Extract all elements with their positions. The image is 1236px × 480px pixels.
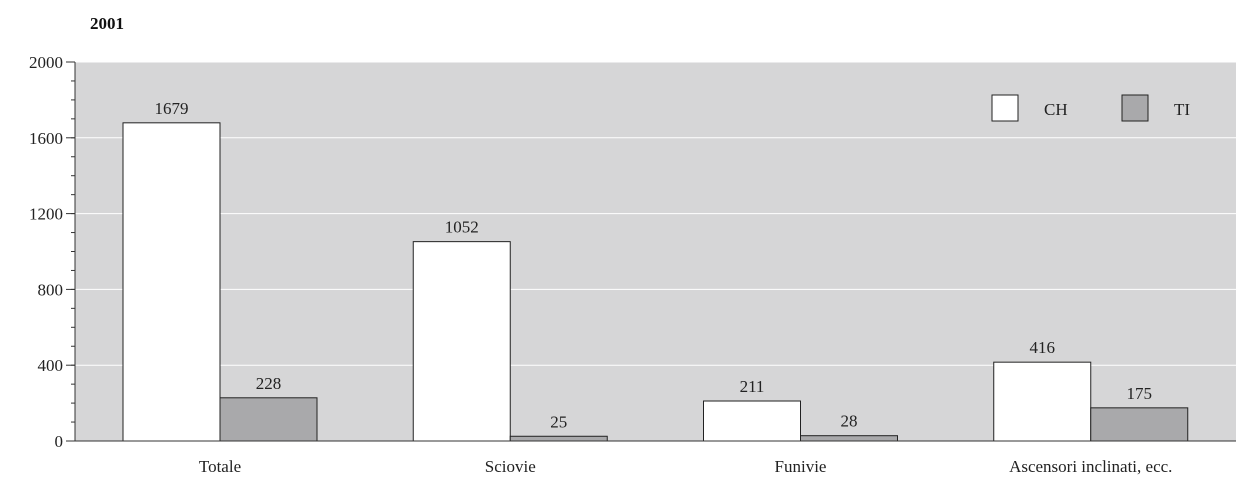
- bar-value-label: 25: [550, 412, 567, 431]
- legend-label-ch: CH: [1044, 100, 1068, 119]
- y-tick-label: 400: [38, 356, 64, 375]
- bar-value-label: 1679: [155, 99, 189, 118]
- y-tick-label: 0: [55, 432, 64, 451]
- category-label: Sciovie: [485, 457, 536, 476]
- bar-value-label: 175: [1127, 384, 1153, 403]
- category-label: Ascensori inclinati, ecc.: [1009, 457, 1172, 476]
- bar-ti: [800, 435, 898, 442]
- legend-label-ti: TI: [1174, 100, 1190, 119]
- bar-ch: [993, 361, 1092, 442]
- bars: [122, 122, 1189, 442]
- bar-value-label: 228: [256, 374, 282, 393]
- bar-value-label: 1052: [445, 218, 479, 237]
- bar-value-label: 28: [841, 412, 858, 431]
- bar-ch: [122, 122, 221, 442]
- bar-value-label: 211: [740, 377, 765, 396]
- y-tick-label: 2000: [29, 53, 63, 72]
- legend-swatch-ti: [1121, 94, 1149, 122]
- category-label: Funivie: [775, 457, 827, 476]
- y-tick-label: 800: [38, 280, 64, 299]
- labels: 1679 228 Totale 1052 25 Sciovie 211 28 Funivie 41…: [155, 99, 1173, 476]
- y-axis: 0 400 800 1200 1600 2000: [29, 53, 1236, 451]
- chart-title: 2001: [90, 14, 124, 33]
- y-tick-label: 1200: [29, 205, 63, 224]
- legend-swatch-ch: [991, 94, 1019, 122]
- legend: CH TI: [991, 94, 1190, 122]
- category-label: Totale: [199, 457, 241, 476]
- bar-ti: [509, 435, 608, 442]
- bar-value-label: 416: [1030, 338, 1056, 357]
- bar-ch: [412, 241, 511, 442]
- bar-ti: [219, 397, 318, 442]
- y-tick-label: 1600: [29, 129, 63, 148]
- bar-ti: [1090, 407, 1189, 442]
- bar-ch: [703, 400, 801, 442]
